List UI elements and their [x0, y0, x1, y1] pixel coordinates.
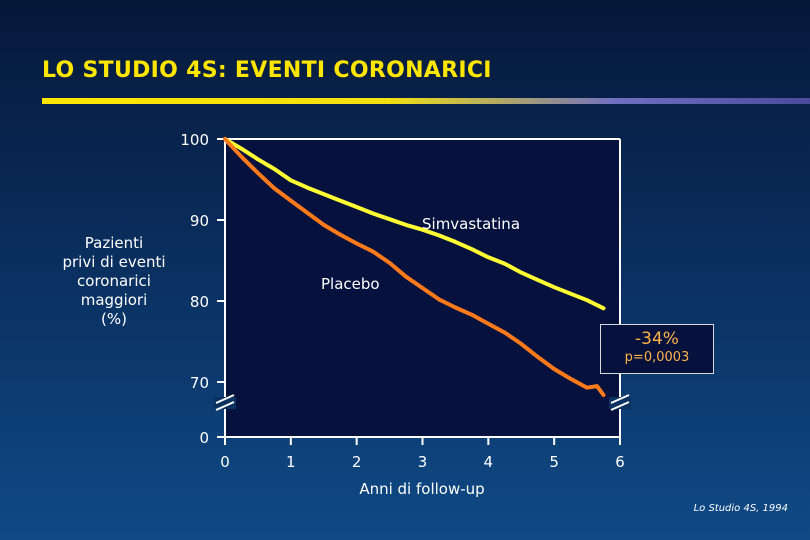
y-axis-label-line: privi di eventi — [62, 253, 166, 271]
x-tick-label: 0 — [220, 453, 230, 471]
slide-title: LO STUDIO 4S: EVENTI CORONARICI — [42, 58, 492, 83]
axis-break-mark — [610, 394, 630, 404]
y-tick-label: 80 — [190, 293, 209, 311]
x-tick-label: 4 — [484, 453, 494, 471]
series-line-placebo — [223, 137, 606, 397]
x-tick-label: 1 — [286, 453, 296, 471]
title-underline — [42, 98, 810, 104]
x-axis-label: Anni di follow-up — [359, 480, 484, 498]
y-axis-label-line: Pazienti — [84, 234, 144, 252]
y-tick-label: 70 — [190, 374, 209, 392]
series-line-simvastatina — [223, 137, 606, 311]
y-axis-label-line: coronarici — [77, 272, 151, 290]
x-tick-label: 3 — [418, 453, 428, 471]
y-tick-label: 100 — [180, 131, 209, 149]
y-axis-label-line: maggiori — [80, 291, 148, 309]
series-label-placebo: Placebo — [321, 275, 380, 293]
series-label-simvastatina: Simvastatina — [422, 215, 520, 233]
risk-reduction-box: -34% p=0,0003 — [600, 324, 714, 374]
x-tick-label: 6 — [615, 453, 625, 471]
y-tick-label: 0 — [199, 429, 209, 447]
series-lines — [223, 137, 606, 397]
risk-reduction-value: -34% — [635, 329, 679, 349]
source-citation: Lo Studio 4S, 1994 — [693, 503, 788, 514]
x-tick-label: 2 — [352, 453, 362, 471]
x-tick-label: 5 — [549, 453, 559, 471]
axis-break-mark — [610, 401, 630, 411]
axis-break-gap — [214, 397, 236, 409]
y-tick-label: 90 — [190, 212, 209, 230]
axes — [214, 138, 631, 445]
axis-break-gap — [609, 397, 631, 409]
axis-break-mark — [215, 401, 235, 411]
y-axis-label-line: (%) — [101, 310, 127, 328]
y-axis-label: Pazienti privi di eventi coronarici magg… — [48, 234, 180, 329]
p-value: p=0,0003 — [624, 350, 690, 365]
axis-break-mark — [215, 394, 235, 404]
tick-labels: 100 90 80 70 00 1 2 3 4 5 6 — [180, 131, 624, 471]
